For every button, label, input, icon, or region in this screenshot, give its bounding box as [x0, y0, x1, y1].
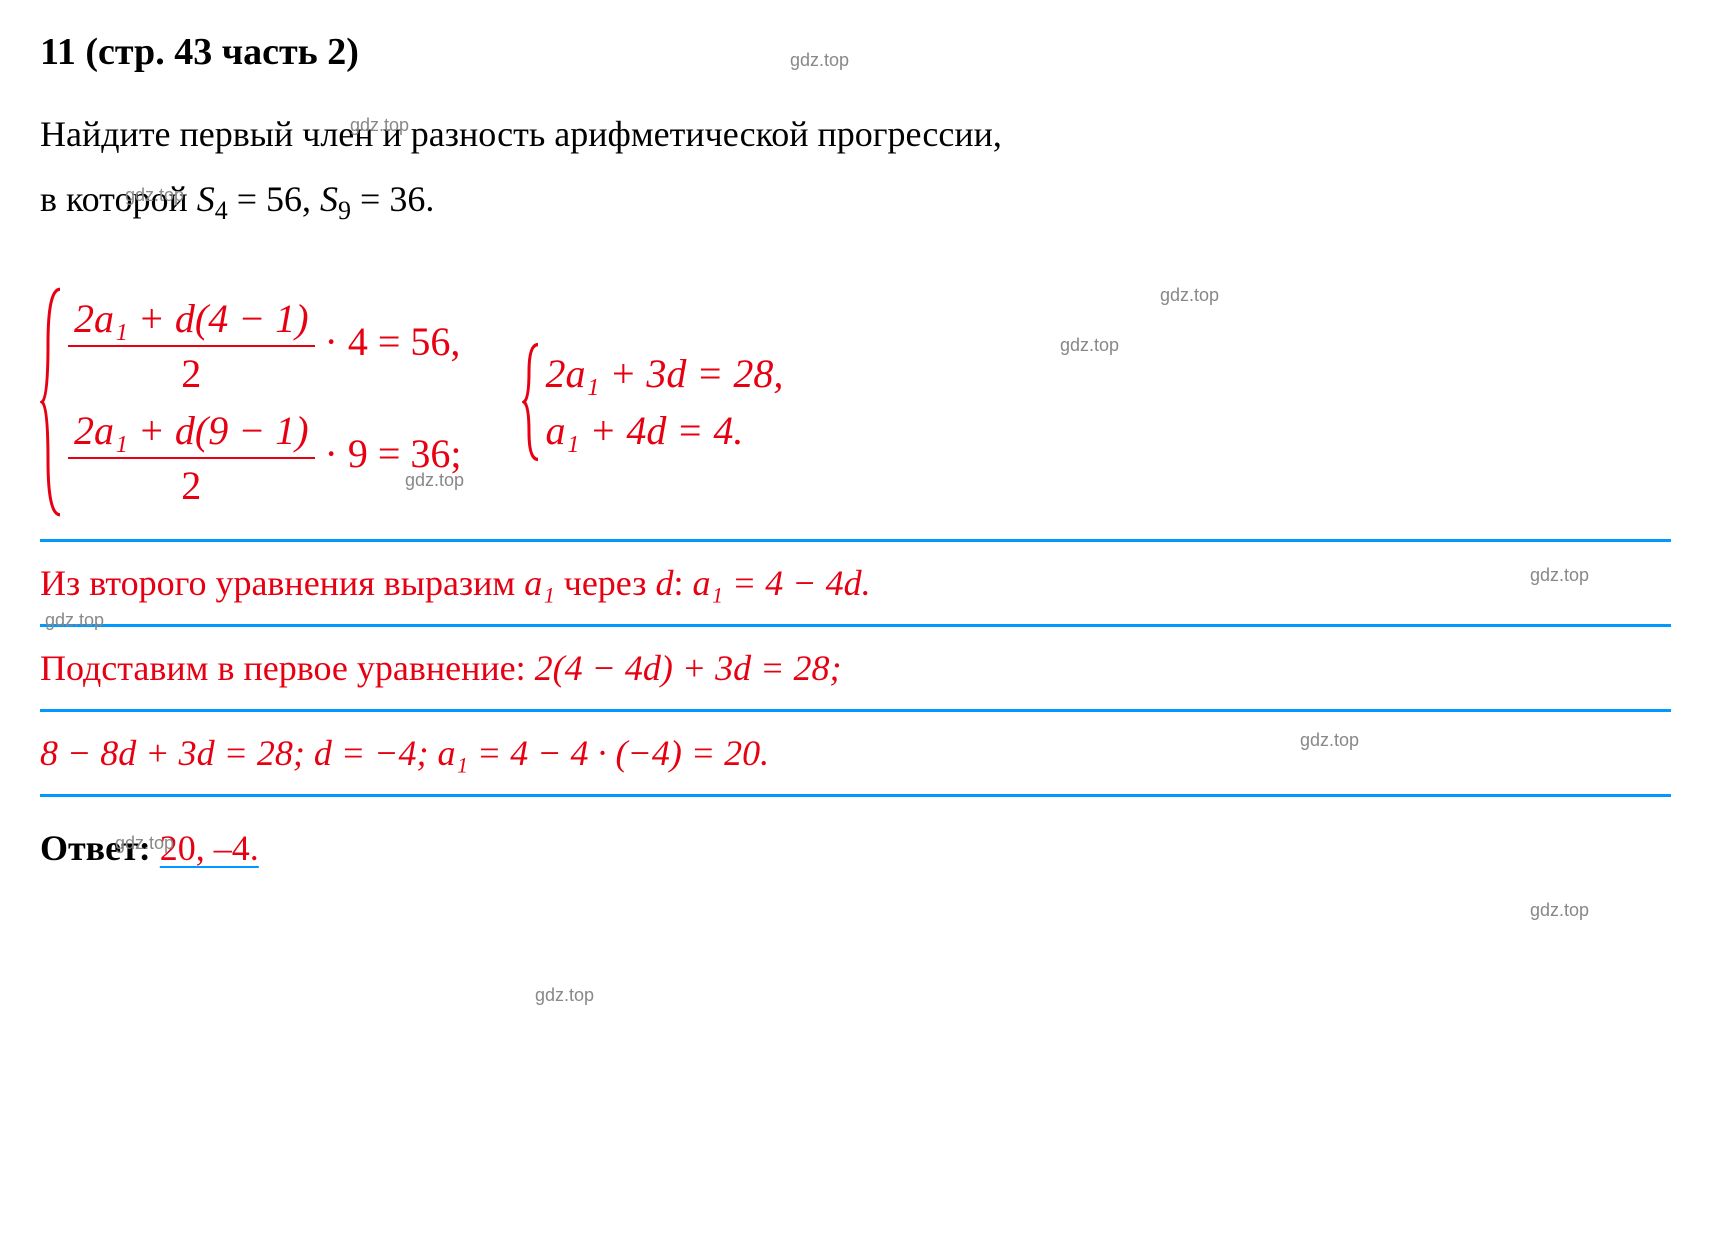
solution-line2: Подставим в первое уравнение: 2(4 − 4d) …: [40, 641, 1671, 695]
sol3: 8 − 8d + 3d = 28; d = −4; a₁ = 4 − 4 · (…: [40, 733, 769, 773]
divider: [40, 709, 1671, 712]
sol1-pre: Из второго уравнения выразим: [40, 563, 524, 603]
watermark: gdz.top: [1300, 730, 1359, 751]
system2-eq2: a₁ + 4d = 4.: [546, 407, 784, 454]
solution-line3: 8 − 8d + 3d = 28; d = −4; a₁ = 4 − 4 · (…: [40, 726, 1671, 780]
sol1-d: d: [655, 563, 673, 603]
watermark: gdz.top: [790, 50, 849, 71]
divider: [40, 624, 1671, 627]
system2: 2a₁ + 3d = 28, a₁ + 4d = 4.: [522, 340, 784, 464]
answer-value: 20, –4.: [160, 828, 259, 868]
s9-var: S: [320, 179, 338, 219]
equation-systems: 2a₁ + d(4 − 1) 2 · 4 = 56, 2a₁ + d(9 − 1…: [40, 285, 1671, 519]
eq2-denominator: 2: [68, 459, 315, 509]
s9-sub: 9: [338, 196, 351, 225]
system1-eq2: 2a₁ + d(9 − 1) 2 · 9 = 36;: [68, 407, 462, 509]
problem-heading: 11 (стр. 43 часть 2): [40, 30, 1671, 74]
system1: 2a₁ + d(4 − 1) 2 · 4 = 56, 2a₁ + d(9 − 1…: [40, 285, 462, 519]
s4-eq: = 56,: [228, 179, 320, 219]
eq2-rest: · 9 = 36;: [315, 431, 462, 476]
watermark: gdz.top: [1530, 900, 1589, 921]
watermark: gdz.top: [1160, 285, 1219, 306]
page-container: gdz.top gdz.top gdz.top gdz.top gdz.top …: [40, 30, 1671, 869]
problem-statement: Найдите первый член и разность арифметич…: [40, 102, 1671, 235]
s9-eq: = 36.: [351, 179, 434, 219]
eq1-denominator: 2: [68, 347, 315, 397]
system1-eq1: 2a₁ + d(4 − 1) 2 · 4 = 56,: [68, 295, 462, 397]
eq1-numerator: 2a₁ + d(4 − 1): [68, 295, 315, 347]
problem-line1: Найдите первый член и разность арифметич…: [40, 114, 1002, 154]
sol1-mid: через: [555, 563, 656, 603]
system2-eq1: 2a₁ + 3d = 28,: [546, 350, 784, 397]
watermark: gdz.top: [115, 833, 174, 854]
eq2-numerator: 2a₁ + d(9 − 1): [68, 407, 315, 459]
s4-sub: 4: [215, 196, 228, 225]
sol1-eq: a₁ = 4 − 4d.: [692, 563, 870, 603]
watermark: gdz.top: [1060, 335, 1119, 356]
answer: Ответ: 20, –4.: [40, 827, 1671, 869]
sol2-pre: Подставим в первое уравнение:: [40, 648, 535, 688]
brace-icon: [40, 285, 64, 519]
solution-line1: Из второго уравнения выразим a₁ через d:…: [40, 556, 1671, 610]
watermark: gdz.top: [1530, 565, 1589, 586]
brace-icon: [522, 340, 542, 464]
divider: [40, 794, 1671, 797]
watermark: gdz.top: [535, 985, 594, 1006]
watermark: gdz.top: [45, 610, 104, 631]
sol2-eq: 2(4 − 4d) + 3d = 28;: [535, 648, 842, 688]
watermark: gdz.top: [125, 185, 184, 206]
sol1-colon: :: [673, 563, 692, 603]
divider: [40, 539, 1671, 542]
sol1-a1: a₁: [524, 563, 555, 603]
watermark: gdz.top: [350, 115, 409, 136]
s4-var: S: [197, 179, 215, 219]
eq1-rest: · 4 = 56,: [315, 319, 461, 364]
